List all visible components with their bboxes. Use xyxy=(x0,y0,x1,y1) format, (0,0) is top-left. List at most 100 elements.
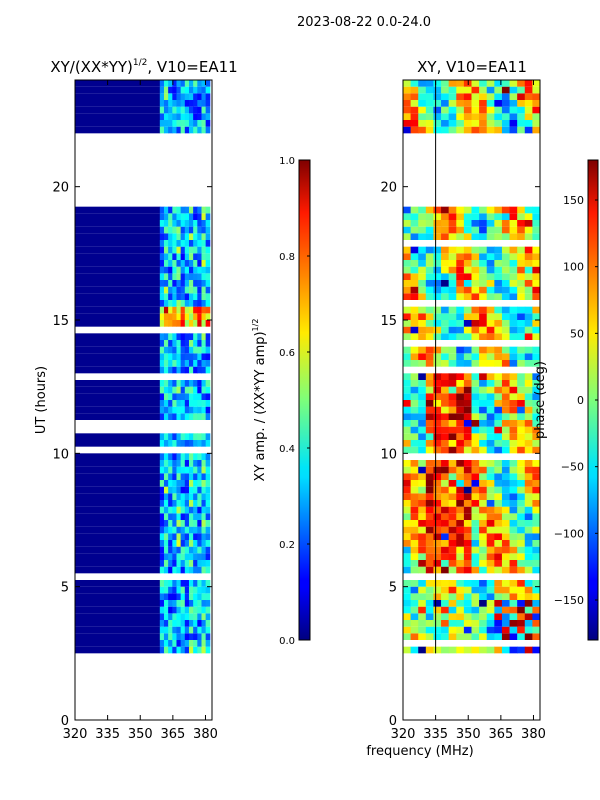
phase-cell xyxy=(403,493,412,500)
amplitude-cell xyxy=(176,253,182,260)
phase-cell xyxy=(463,493,472,500)
phase-cell xyxy=(517,380,526,387)
amplitude-cell xyxy=(188,526,194,534)
phase-cell xyxy=(448,320,457,327)
phase-cell xyxy=(494,306,503,314)
phase-cell xyxy=(456,206,465,214)
phase-cell xyxy=(448,406,457,414)
amplitude-cell xyxy=(193,546,198,554)
amplitude-cell xyxy=(75,346,161,354)
amplitude-cell xyxy=(163,493,169,500)
phase-cell xyxy=(517,266,526,274)
phase-cell xyxy=(448,93,457,100)
phase-cell xyxy=(463,306,472,314)
amplitude-cell xyxy=(201,493,207,500)
amplitude-cell xyxy=(184,486,190,494)
phase-cell xyxy=(509,620,518,627)
phase-cell xyxy=(509,613,518,620)
amplitude-cell xyxy=(197,453,202,460)
amplitude-cell xyxy=(75,360,161,367)
phase-cell xyxy=(532,360,541,367)
phase-cell xyxy=(410,293,419,300)
phase-cell xyxy=(403,613,412,620)
phase-cell xyxy=(403,320,412,327)
amplitude-cell xyxy=(197,333,202,340)
phase-cell xyxy=(501,526,511,534)
amplitude-cell xyxy=(197,560,202,567)
phase-cell xyxy=(410,106,419,114)
amplitude-cell xyxy=(188,506,194,514)
phase-cell xyxy=(441,293,450,300)
amplitude-cell xyxy=(172,433,177,440)
phase-cell xyxy=(501,506,511,514)
amplitude-cell xyxy=(176,553,182,560)
phase-cell xyxy=(425,646,434,654)
amplitude-cell xyxy=(159,286,165,294)
amplitude-cell xyxy=(205,286,211,294)
amplitude-cell xyxy=(172,586,177,594)
phase-cell xyxy=(433,566,442,574)
phase-cell xyxy=(501,106,511,114)
phase-cell xyxy=(524,253,533,260)
amplitude-cell xyxy=(176,613,182,620)
phase-cell xyxy=(448,346,457,354)
phase-cell xyxy=(532,560,541,567)
amplitude-cell xyxy=(201,406,207,414)
amplitude-cell xyxy=(75,526,161,534)
amplitude-colorbar-tick-label: 0.6 xyxy=(279,348,295,359)
phase-cell xyxy=(479,93,488,100)
amplitude-cell xyxy=(201,380,207,387)
phase-cell xyxy=(463,313,472,320)
amplitude-cell xyxy=(205,260,211,267)
amplitude-cell xyxy=(168,286,173,294)
phase-cell xyxy=(494,393,503,400)
phase-cell xyxy=(403,480,412,487)
amplitude-cell xyxy=(75,366,161,374)
phase-cell xyxy=(448,626,457,634)
amplitude-cell xyxy=(180,113,186,120)
phase-cell xyxy=(456,446,465,454)
amplitude-cell xyxy=(168,106,173,114)
phase-cell xyxy=(418,626,427,634)
phase-cell xyxy=(433,546,442,554)
phase-cell xyxy=(403,646,412,654)
amplitude-cell xyxy=(201,400,207,407)
phase-cell xyxy=(471,306,480,314)
amplitude-cell xyxy=(176,286,182,294)
phase-cell xyxy=(524,540,533,547)
phase-cell xyxy=(463,226,472,234)
amplitude-cell xyxy=(176,506,182,514)
amplitude-cell xyxy=(75,606,161,614)
amplitude-cell xyxy=(180,366,186,374)
phase-cell xyxy=(418,313,427,320)
amplitude-cell xyxy=(188,100,194,107)
phase-cell xyxy=(463,533,472,540)
amplitude-cell xyxy=(188,113,194,120)
phase-cell xyxy=(463,560,472,567)
amplitude-cell xyxy=(197,553,202,560)
phase-cell xyxy=(425,473,434,480)
amplitude-ytick-label: 10 xyxy=(52,447,69,462)
phase-cell xyxy=(433,386,442,394)
phase-cell xyxy=(456,226,465,234)
amplitude-cell xyxy=(201,353,207,360)
phase-cell xyxy=(494,206,503,214)
amplitude-cell xyxy=(193,106,198,114)
phase-cell xyxy=(532,506,541,514)
amplitude-cell xyxy=(172,286,177,294)
phase-cell xyxy=(509,393,518,400)
phase-cell xyxy=(524,413,533,420)
amplitude-cell xyxy=(180,540,186,547)
phase-cell xyxy=(486,626,495,634)
phase-cell xyxy=(532,120,541,127)
phase-cell xyxy=(494,540,503,547)
amplitude-cell xyxy=(168,313,173,320)
amplitude-cell xyxy=(205,486,211,494)
phase-cell xyxy=(418,493,427,500)
phase-cell xyxy=(456,373,465,380)
phase-cell xyxy=(456,246,465,254)
phase-cell xyxy=(433,80,442,87)
amplitude-cell xyxy=(163,86,169,94)
amplitude-cell xyxy=(163,226,169,234)
phase-cell xyxy=(479,246,488,254)
